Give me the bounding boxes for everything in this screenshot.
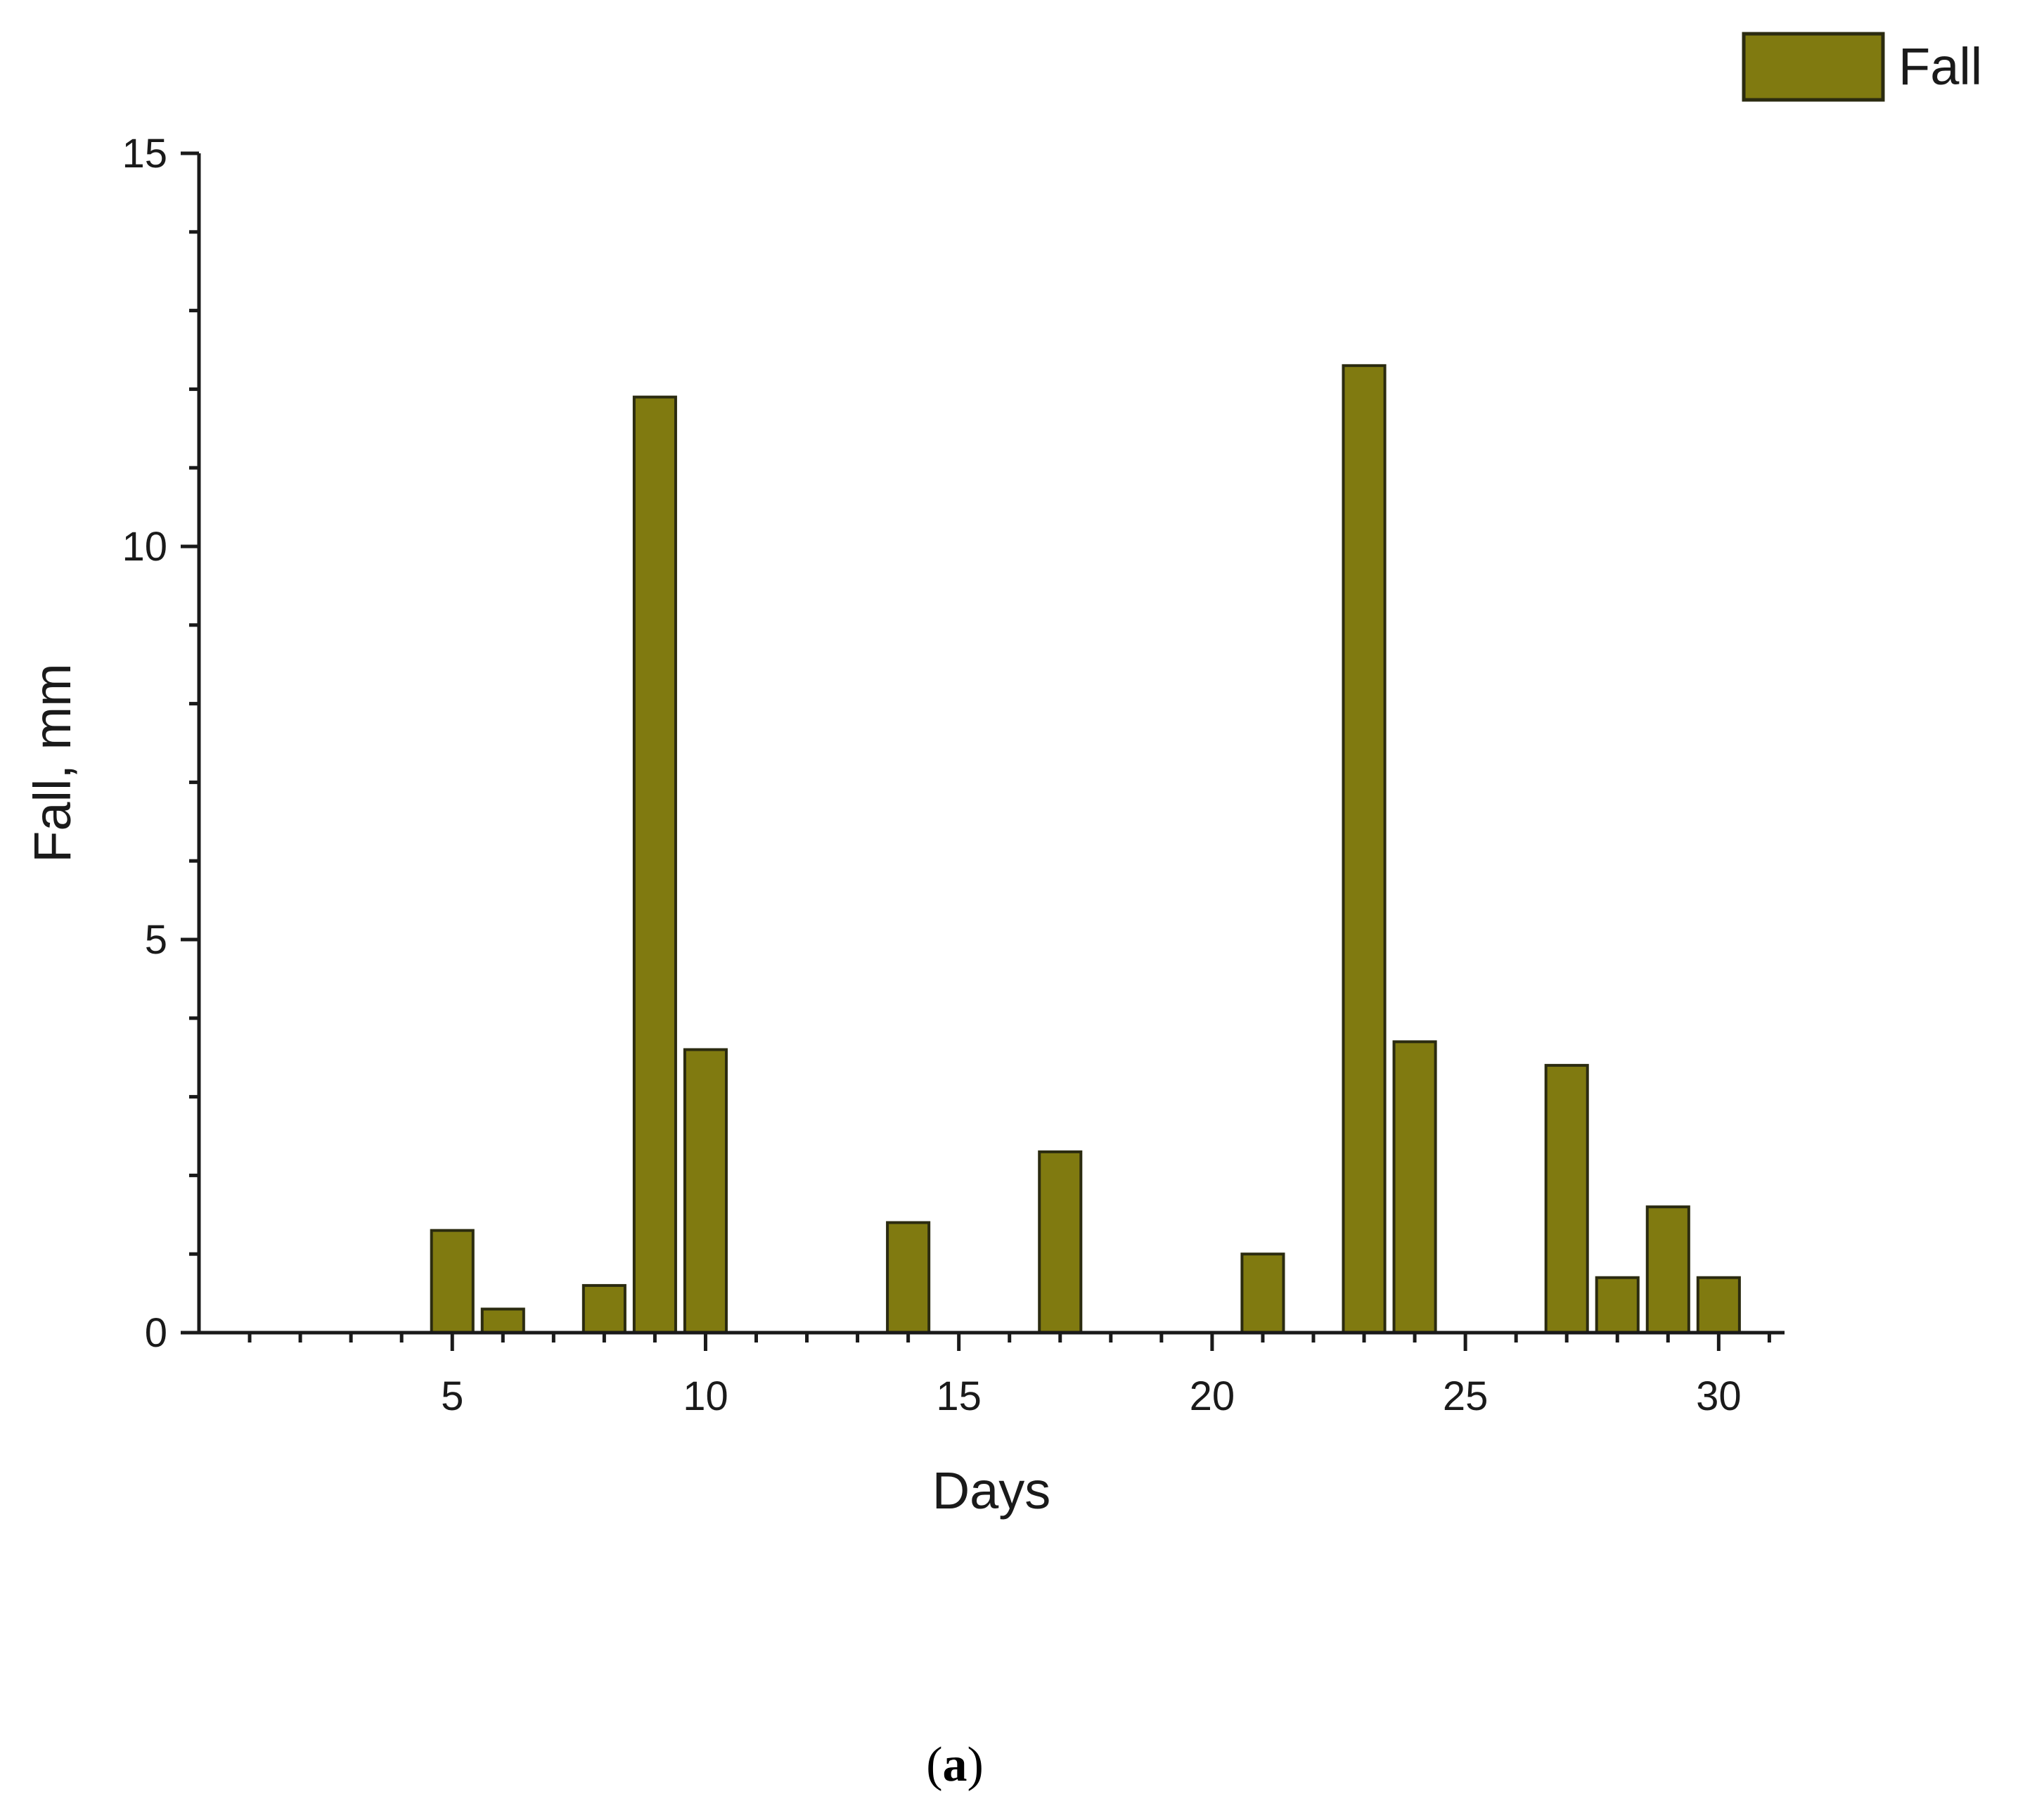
x-tick-label: 10 [683, 1373, 728, 1419]
x-tick-label: 25 [1443, 1373, 1489, 1419]
bar-day-28 [1595, 1276, 1640, 1334]
ticks-group: 5 10 15 20 25 30 0 5 10 15 [122, 131, 1771, 1419]
bar-day-29 [1645, 1205, 1690, 1334]
y-tick-label: 10 [122, 524, 167, 570]
figure-caption: (a) [926, 1738, 984, 1792]
bar-day-23 [1342, 364, 1387, 1334]
x-axis-title: Days [932, 1461, 1051, 1520]
x-tick-label: 30 [1696, 1373, 1742, 1419]
bars-group [430, 364, 1741, 1335]
axes-group [197, 153, 1785, 1335]
y-tick-label: 0 [145, 1310, 167, 1356]
legend-label: Fall [1898, 37, 1982, 96]
y-axis-title: Fall, mm [23, 663, 82, 863]
x-tick-label: 5 [441, 1373, 463, 1419]
caption-open-paren: ( [926, 1738, 942, 1792]
legend-swatch [1742, 32, 1885, 102]
y-tick-label: 15 [122, 131, 167, 177]
bar-day-8 [581, 1283, 626, 1335]
caption-close-paren: ) [968, 1738, 984, 1792]
caption-label: a [943, 1738, 968, 1792]
bar-day-14 [886, 1221, 931, 1334]
bar-day-9 [632, 395, 677, 1335]
legend: Fall [1742, 32, 1982, 102]
x-tick-label: 20 [1190, 1373, 1235, 1419]
bar-day-30 [1696, 1276, 1741, 1334]
bar-day-17 [1038, 1150, 1083, 1334]
bar-day-6 [480, 1307, 525, 1334]
bar-day-21 [1240, 1252, 1285, 1334]
bar-day-5 [430, 1229, 475, 1335]
bar-day-24 [1392, 1040, 1437, 1334]
y-tick-label: 5 [145, 917, 167, 963]
bar-day-10 [683, 1048, 728, 1335]
x-tick-label: 15 [936, 1373, 982, 1419]
bar-day-27 [1544, 1063, 1589, 1334]
